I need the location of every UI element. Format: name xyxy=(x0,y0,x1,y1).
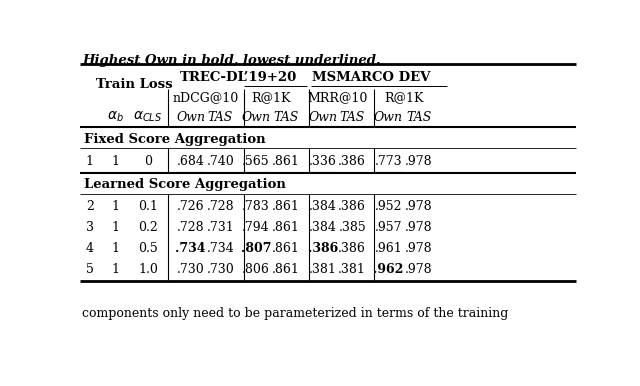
Text: 1.0: 1.0 xyxy=(138,263,158,276)
Text: .730: .730 xyxy=(207,263,234,276)
Text: .978: .978 xyxy=(405,154,433,168)
Text: components only need to be parameterized in terms of the training: components only need to be parameterized… xyxy=(83,307,509,320)
Text: .384: .384 xyxy=(309,200,337,213)
Text: R@1K: R@1K xyxy=(252,91,291,104)
Text: .962: .962 xyxy=(373,263,404,276)
Text: nDCG@10: nDCG@10 xyxy=(172,91,239,104)
Text: 0: 0 xyxy=(144,154,152,168)
Text: .957: .957 xyxy=(375,221,403,234)
Text: .861: .861 xyxy=(272,200,300,213)
Text: .806: .806 xyxy=(242,263,270,276)
Text: .386: .386 xyxy=(339,200,366,213)
Text: .734: .734 xyxy=(175,242,206,255)
Text: .861: .861 xyxy=(272,263,300,276)
Text: Own: Own xyxy=(176,110,205,124)
Text: TAS: TAS xyxy=(208,110,233,124)
Text: .381: .381 xyxy=(339,263,366,276)
Text: Learned Score Aggregation: Learned Score Aggregation xyxy=(84,178,286,191)
Text: .961: .961 xyxy=(374,242,403,255)
Text: .728: .728 xyxy=(207,200,234,213)
Text: Own: Own xyxy=(308,110,337,124)
Text: R@1K: R@1K xyxy=(384,91,424,104)
Text: .794: .794 xyxy=(243,221,270,234)
Text: MRR@10: MRR@10 xyxy=(307,91,368,104)
Text: 1: 1 xyxy=(112,221,120,234)
Text: Own: Own xyxy=(374,110,403,124)
Text: .861: .861 xyxy=(272,221,300,234)
Text: .952: .952 xyxy=(375,200,403,213)
Text: .978: .978 xyxy=(405,263,433,276)
Text: .978: .978 xyxy=(405,242,433,255)
Text: .861: .861 xyxy=(272,154,300,168)
Text: MSMARCO DEV: MSMARCO DEV xyxy=(312,71,430,84)
Text: 1: 1 xyxy=(86,154,94,168)
Text: .773: .773 xyxy=(374,154,403,168)
Text: 1: 1 xyxy=(112,263,120,276)
Text: .386: .386 xyxy=(339,242,366,255)
Text: 0.1: 0.1 xyxy=(138,200,158,213)
Text: 0.5: 0.5 xyxy=(138,242,158,255)
Text: .861: .861 xyxy=(272,242,300,255)
Text: .978: .978 xyxy=(405,200,433,213)
Text: $\alpha_{CLS}$: $\alpha_{CLS}$ xyxy=(133,110,163,124)
Text: 1: 1 xyxy=(112,200,120,213)
Text: .385: .385 xyxy=(339,221,366,234)
Text: 1: 1 xyxy=(112,242,120,255)
Text: Fixed Score Aggregation: Fixed Score Aggregation xyxy=(84,132,266,146)
Text: Train Loss: Train Loss xyxy=(96,78,173,91)
Text: Own: Own xyxy=(241,110,271,124)
Text: .978: .978 xyxy=(405,221,433,234)
Text: Highest Own in bold, lowest underlined.: Highest Own in bold, lowest underlined. xyxy=(83,54,381,67)
Text: 4: 4 xyxy=(86,242,94,255)
Text: TREC-DL’19+20: TREC-DL’19+20 xyxy=(180,71,297,84)
Text: .730: .730 xyxy=(177,263,205,276)
Text: .386: .386 xyxy=(308,242,338,255)
Text: .731: .731 xyxy=(207,221,234,234)
Text: .565: .565 xyxy=(243,154,270,168)
Text: 3: 3 xyxy=(86,221,94,234)
Text: .684: .684 xyxy=(177,154,205,168)
Text: TAS: TAS xyxy=(273,110,298,124)
Text: .728: .728 xyxy=(177,221,204,234)
Text: 5: 5 xyxy=(86,263,94,276)
Text: .807: .807 xyxy=(241,242,271,255)
Text: 1: 1 xyxy=(112,154,120,168)
Text: .783: .783 xyxy=(242,200,270,213)
Text: 2: 2 xyxy=(86,200,94,213)
Text: $\alpha_b$: $\alpha_b$ xyxy=(108,110,124,124)
Text: .726: .726 xyxy=(177,200,204,213)
Text: .381: .381 xyxy=(309,263,337,276)
Text: TAS: TAS xyxy=(406,110,431,124)
Text: .734: .734 xyxy=(207,242,234,255)
Text: .386: .386 xyxy=(339,154,366,168)
Text: .336: .336 xyxy=(309,154,337,168)
Text: .384: .384 xyxy=(309,221,337,234)
Text: .740: .740 xyxy=(207,154,234,168)
Text: 0.2: 0.2 xyxy=(138,221,158,234)
Text: TAS: TAS xyxy=(340,110,365,124)
